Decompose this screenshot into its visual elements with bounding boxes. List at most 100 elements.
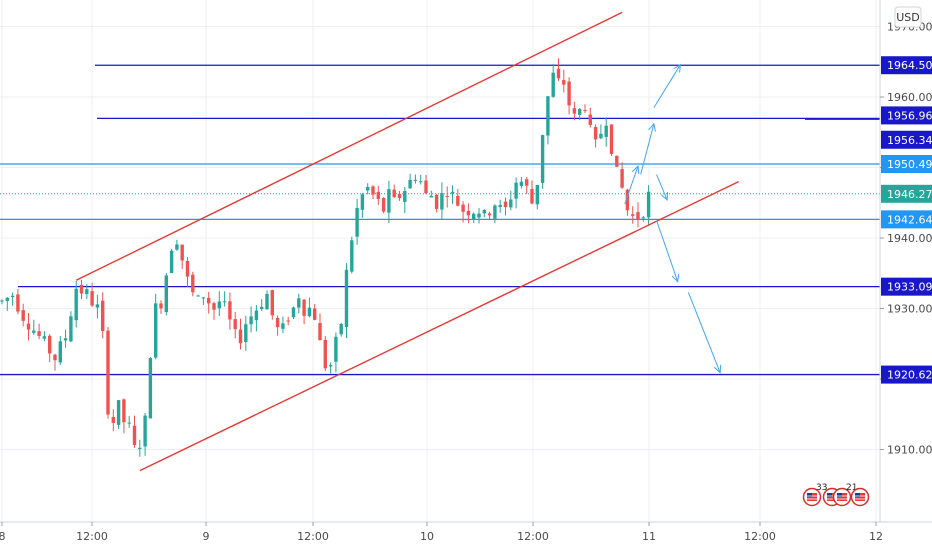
candle-body: [159, 303, 163, 309]
price-level-tag[interactable]: 1920.627: [881, 365, 932, 384]
candle-body: [191, 274, 195, 293]
candle-body: [493, 205, 497, 219]
horizontal-levels[interactable]: [0, 64, 880, 376]
price-level-tag[interactable]: 1956.963: [881, 106, 932, 125]
candle: [265, 290, 269, 310]
candle: [185, 257, 190, 288]
candle: [302, 299, 306, 325]
candle: [487, 211, 492, 220]
candle: [572, 101, 577, 121]
price-tick-label: 1960.000: [887, 91, 932, 104]
candle: [429, 190, 433, 198]
candle-body: [21, 310, 25, 321]
current-price-tag-bg: [881, 184, 932, 203]
channel-lines[interactable]: [75, 11, 740, 472]
candle-body: [509, 199, 513, 208]
price-level-tag[interactable]: 1942.644: [881, 210, 932, 229]
current-price-tag[interactable]: 1946.270: [881, 184, 932, 203]
channel-line[interactable]: [139, 180, 740, 472]
candle-body: [233, 319, 237, 330]
candle: [419, 174, 423, 185]
candle-body: [540, 135, 545, 184]
us-flag-event-icon[interactable]: [850, 487, 870, 507]
time-axis[interactable]: 8 12:00 9 12:00 10 12:00 11 12:00 12: [0, 522, 883, 543]
candle: [154, 293, 158, 360]
candle: [138, 439, 142, 457]
candle: [164, 272, 168, 316]
candle: [498, 199, 502, 213]
candle-body: [291, 307, 296, 318]
price-level-tag[interactable]: 1933.098: [881, 277, 932, 296]
currency-button[interactable]: USD: [894, 6, 922, 28]
candle: [593, 124, 598, 148]
candle-body: [646, 191, 651, 218]
projection-arrow[interactable]: [640, 122, 656, 175]
candle: [578, 108, 582, 120]
candle: [588, 107, 592, 128]
candle-body: [419, 181, 423, 183]
candle-body: [588, 114, 592, 125]
candle-body: [429, 195, 433, 198]
projection-arrows[interactable]: [624, 63, 722, 374]
projection-arrow[interactable]: [624, 165, 640, 205]
economic-events[interactable]: 33 21: [802, 483, 870, 507]
projection-arrow[interactable]: [656, 174, 669, 201]
candle: [148, 357, 153, 419]
arrow-head: [631, 165, 640, 175]
candle: [281, 316, 285, 334]
candle: [254, 305, 259, 332]
candle: [381, 197, 386, 214]
candle: [503, 197, 508, 216]
candle-body: [572, 108, 577, 114]
candle-body: [328, 365, 333, 367]
candle-body: [116, 400, 121, 425]
us-flag-event-icon[interactable]: 33: [802, 483, 828, 507]
candle: [127, 415, 131, 428]
arrow-head: [671, 273, 680, 283]
candle: [646, 185, 651, 226]
candle: [514, 177, 518, 209]
candle: [313, 304, 317, 321]
candle: [175, 239, 179, 251]
candle-body: [318, 322, 322, 341]
candle: [551, 64, 555, 98]
us-flag-event-icon[interactable]: 21: [832, 483, 858, 507]
candle: [63, 329, 68, 348]
price-axis[interactable]: 1910.0001920.0001930.0001940.0001950.000…: [880, 21, 932, 457]
candle: [90, 282, 94, 308]
candle-body: [111, 416, 115, 423]
candle: [10, 292, 15, 306]
candle: [371, 185, 375, 200]
projection-arrow[interactable]: [656, 220, 680, 283]
candle-body: [249, 316, 253, 325]
projection-arrow[interactable]: [687, 292, 722, 374]
candle-body: [344, 269, 349, 328]
price-level-tag[interactable]: 1950.496: [881, 155, 932, 174]
channel-line[interactable]: [75, 11, 623, 281]
flag-canton: [837, 493, 842, 497]
candle-body: [397, 193, 402, 199]
price-level-tag[interactable]: 1956.347: [881, 130, 932, 149]
candle-body: [281, 323, 285, 329]
projection-arrow[interactable]: [653, 63, 682, 108]
candle-body: [302, 299, 306, 316]
candle: [530, 180, 534, 205]
candle: [53, 353, 57, 371]
price-level-tag-bg: [881, 130, 932, 149]
candle: [450, 185, 455, 204]
candle: [101, 292, 105, 339]
candle: [48, 334, 52, 363]
price-level-tag[interactable]: 1964.507: [881, 56, 932, 75]
candle-body: [196, 295, 200, 297]
flag-canton: [827, 493, 832, 497]
candle: [556, 58, 561, 81]
arrow-head: [660, 191, 669, 201]
time-tick-label: 11: [642, 530, 656, 543]
candle-body: [408, 179, 412, 189]
candle: [641, 215, 645, 222]
candle: [42, 331, 47, 342]
candle: [5, 296, 9, 311]
candle: [249, 306, 253, 333]
